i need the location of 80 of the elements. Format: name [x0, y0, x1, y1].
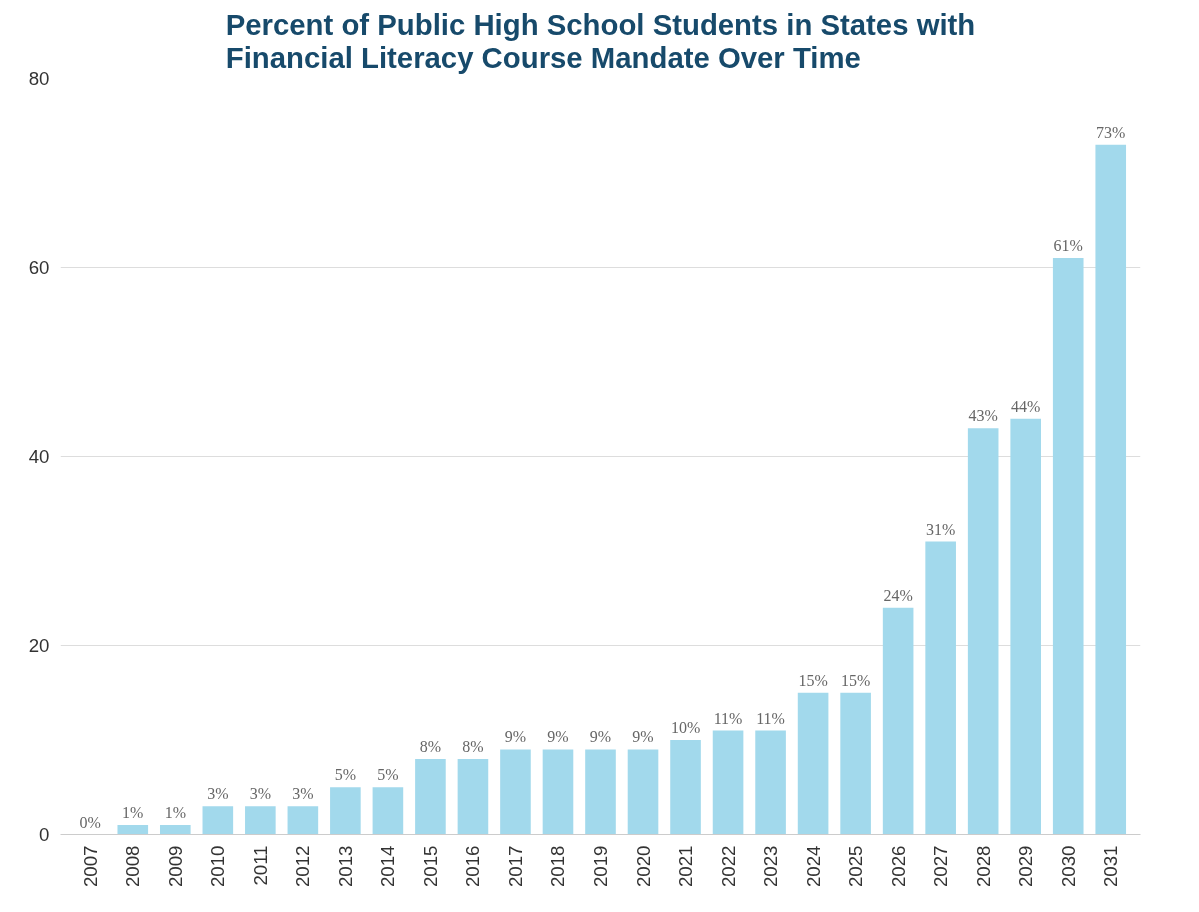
data-label: 3% [207, 785, 229, 803]
x-tick-label: 2016 [462, 845, 484, 887]
bar [925, 541, 956, 835]
x-tick-label: 2017 [504, 845, 526, 887]
data-label: 3% [292, 785, 314, 803]
data-label: 3% [249, 785, 272, 803]
data-label: 61% [1053, 237, 1083, 255]
x-tick-label: 2020 [632, 845, 654, 887]
x-tick-label: 2026 [887, 845, 909, 887]
data-label: 1% [164, 804, 186, 822]
x-tick-label: 2008 [122, 845, 144, 887]
x-tick-label: 2007 [79, 845, 101, 887]
data-label: 73% [1096, 123, 1126, 141]
data-label: 9% [589, 728, 612, 746]
data-label: 31% [925, 520, 956, 538]
bar [160, 825, 191, 835]
x-tick-label: 2015 [419, 845, 441, 887]
x-tick-label: 2021 [675, 845, 697, 887]
bar [967, 428, 999, 835]
bar [330, 787, 361, 835]
data-label: 10% [670, 719, 701, 736]
data-label: 15% [798, 671, 828, 689]
data-label: 5% [377, 766, 399, 784]
x-tick-label: 2011 [249, 845, 271, 886]
y-tick-label: 0 [39, 824, 50, 845]
data-label: 43% [968, 407, 998, 425]
bar [1010, 418, 1041, 835]
bar [755, 730, 786, 835]
data-label: 9% [632, 728, 654, 746]
data-label: 15% [840, 671, 871, 689]
data-label: 44% [1011, 397, 1041, 415]
x-tick-label: 2027 [930, 845, 952, 887]
x-tick-label: 2025 [845, 845, 867, 887]
bar [627, 749, 659, 835]
bar [287, 806, 319, 835]
x-tick-label: 2014 [377, 845, 399, 887]
x-tick-label: 2018 [547, 845, 569, 887]
bar [670, 740, 701, 835]
data-label: 9% [504, 728, 527, 746]
data-label: 1% [122, 804, 144, 822]
bar [1095, 144, 1127, 835]
bar [202, 806, 234, 835]
data-label: 5% [334, 766, 357, 784]
chart-title: Percent of Public High School Students in States with Financial Literacy Course Mandate Over Time [225, 7, 976, 74]
y-tick-label: 60 [28, 257, 50, 278]
x-tick-label: 2022 [717, 845, 739, 887]
x-tick-label: 2013 [334, 845, 356, 887]
x-tick-label: 2019 [590, 845, 611, 887]
bar [1052, 258, 1084, 835]
x-tick-label: 2012 [292, 845, 314, 887]
data-label: 9% [547, 728, 569, 746]
data-label: 8% [462, 737, 484, 755]
x-tick-label: 2009 [164, 845, 186, 887]
x-tick-label: 2023 [760, 845, 782, 887]
bar [712, 730, 744, 835]
data-label: 8% [419, 737, 442, 755]
bar [500, 749, 531, 835]
bar [797, 692, 829, 835]
x-tick-label: 2028 [972, 845, 994, 887]
x-tick-label: 2029 [1015, 845, 1037, 887]
y-tick-label: 80 [28, 68, 50, 89]
data-label: 11% [713, 709, 743, 727]
x-tick-label: 2030 [1057, 845, 1079, 887]
x-tick-label: 2010 [207, 845, 229, 887]
bar [117, 825, 149, 835]
data-label: 11% [756, 709, 785, 727]
bar [372, 787, 404, 835]
x-tick-label: 2024 [802, 845, 824, 887]
bar [245, 806, 276, 835]
data-label: 24% [883, 586, 913, 604]
y-tick-label: 40 [28, 446, 50, 467]
bar [585, 749, 616, 835]
data-label: 0% [79, 813, 101, 831]
bar [542, 749, 574, 835]
bar [457, 758, 489, 835]
x-tick-label: 2031 [1100, 845, 1122, 887]
bar [415, 758, 446, 835]
bar [840, 692, 871, 835]
y-tick-label: 20 [28, 635, 50, 656]
bar [882, 607, 914, 835]
